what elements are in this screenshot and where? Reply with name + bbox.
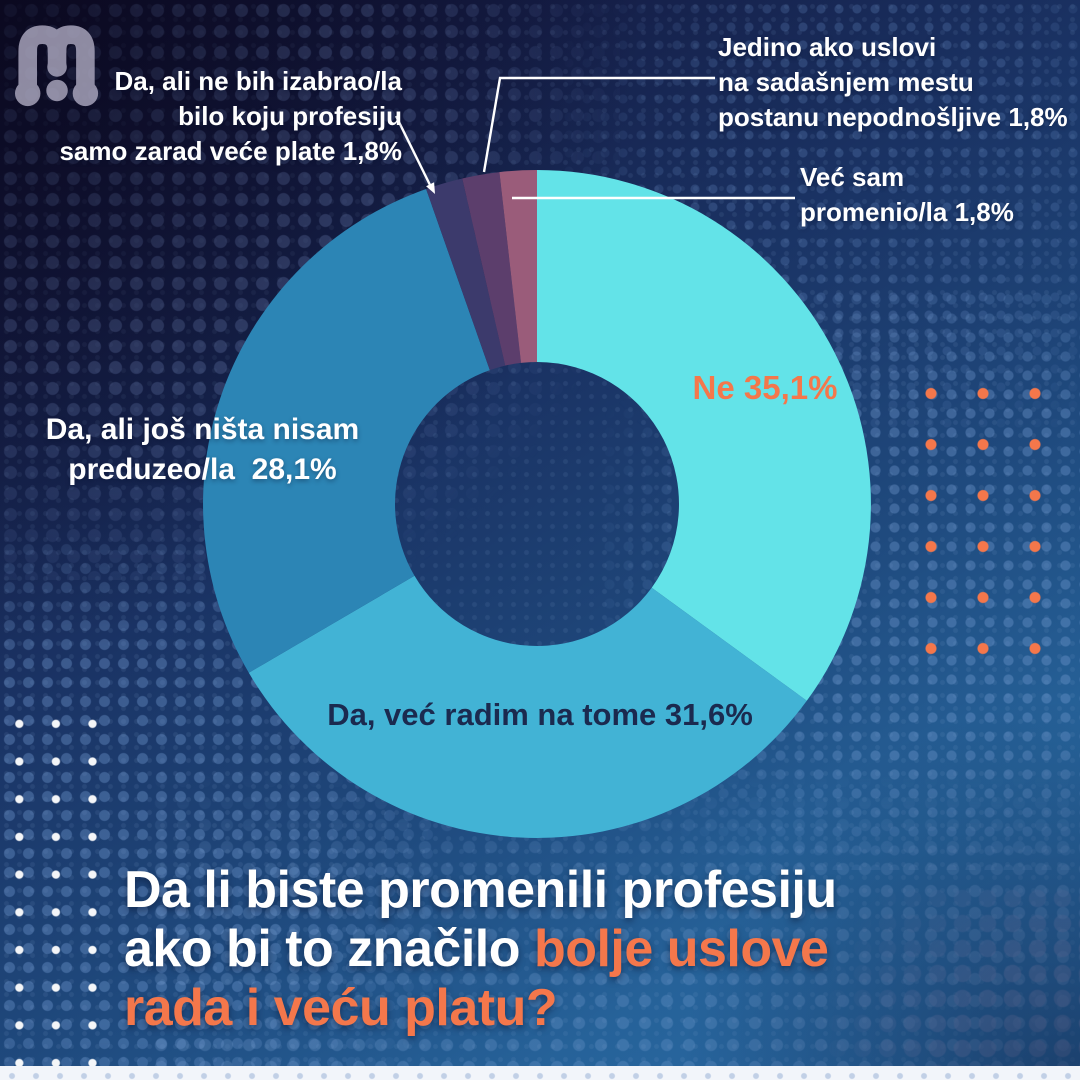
logo-second-arch [47, 25, 95, 102]
donut-segment-2 [203, 189, 490, 673]
question-title: Da li biste promenili profesiju ako bi t… [124, 861, 1054, 1038]
leader-arrowhead-icon [426, 182, 435, 194]
m-dots-logo [15, 25, 99, 107]
logo-left-bulb [15, 80, 41, 107]
callout-line: na sadašnjem mestu [718, 67, 974, 97]
donut-segment-5 [499, 169, 537, 363]
callout-line: Već sam [800, 162, 905, 192]
callout-line: Da, ali ne bih izabrao/la [114, 66, 402, 96]
logo-detached-dot [46, 79, 68, 102]
callout-ne: Ne 35,1% [655, 370, 875, 405]
callout-jos-nista: Da, ali još ništa nisam preduzeo/la 28,1… [30, 410, 375, 490]
logo-middle-leg-dot [47, 57, 67, 77]
donut-segment-1 [248, 575, 807, 838]
segment-value-label: Da, već radim na tome 31,6% [327, 697, 753, 732]
callout-ne-bih-izabrao: Da, ali ne bih izabrao/la bilo koju prof… [59, 64, 402, 169]
callout-line: bilo koju profesiju [178, 101, 402, 131]
question-line-2: ako bi to značilo bolje uslove [124, 920, 829, 978]
callout-da-vec-radim: Da, već radim na tome 31,6% [270, 697, 810, 732]
leader-line-ne-bih [394, 115, 433, 188]
callout-line: Da, ali još ništa nisam [45, 413, 360, 446]
bottom-light-strip [0, 1066, 1080, 1080]
callout-line: preduzeo/la 28,1% [68, 453, 337, 486]
logo-right-bulb [72, 80, 99, 107]
donut-segment-4 [462, 172, 521, 366]
question-line-3: rada i veću platu? [124, 979, 558, 1037]
donut-segment-0 [537, 170, 871, 701]
white-dot-grid [1, 705, 111, 1080]
callout-line: Jedino ako uslovi [718, 32, 937, 62]
orange-dot-grid [905, 368, 1061, 674]
callout-line: samo zarad veće plate 1,8% [59, 136, 402, 166]
callout-jedino-ako-uslovi: Jedino ako uslovi na sadašnjem mestu pos… [718, 30, 1068, 135]
callout-line: postanu nepodnošljive 1,8% [718, 102, 1068, 132]
question-line-1: Da li biste promenili profesiju [124, 861, 837, 919]
callout-vec-sam-promenio: Već sam promenio/la 1,8% [800, 160, 1014, 230]
callout-line: promenio/la 1,8% [800, 197, 1014, 227]
donut-segment-3 [426, 178, 506, 371]
segment-value-label: Ne 35,1% [692, 369, 838, 406]
leader-line-jedino [482, 76, 715, 173]
